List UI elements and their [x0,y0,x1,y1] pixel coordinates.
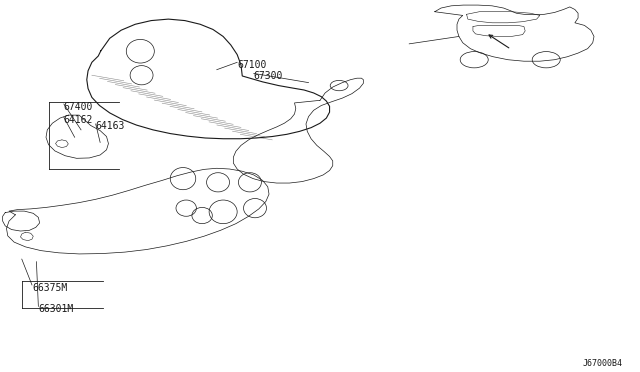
Text: 64163: 64163 [96,121,125,131]
Text: 66301M: 66301M [38,304,74,314]
Text: J67000B4: J67000B4 [582,359,623,368]
Text: 64162: 64162 [64,115,93,125]
Text: 66375M: 66375M [32,283,67,293]
Text: 67100: 67100 [237,60,266,70]
Text: 67400: 67400 [64,102,93,112]
Text: 67300: 67300 [253,71,283,81]
